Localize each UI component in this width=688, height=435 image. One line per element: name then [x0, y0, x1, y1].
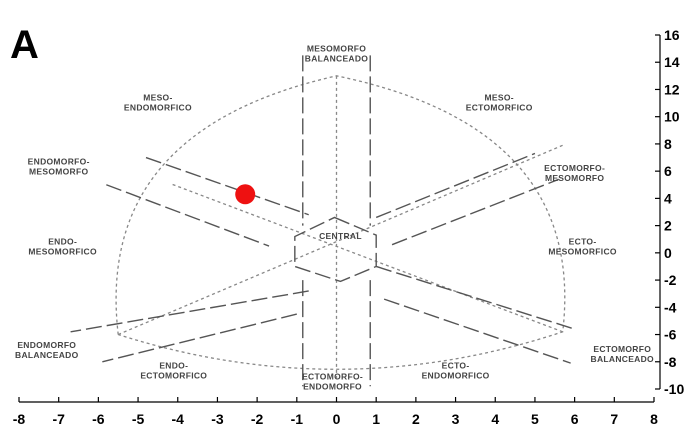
ecto-band-upper-1 — [375, 152, 536, 219]
somatochart-frame — [70, 55, 575, 387]
region-label-ecto-mesomorfico-2: MESOMORFICO — [548, 247, 617, 257]
endo-band-upper-1 — [145, 156, 309, 216]
y-tick-label-8: 6 — [664, 163, 672, 179]
region-labels: MESOMORFOBALANCEADOMESO-ENDOMORFICOMESO-… — [15, 43, 654, 391]
region-label-endomorfo-mesomorfo-2: MESOMORFO — [29, 166, 88, 176]
y-tick-label-5: 0 — [664, 245, 672, 261]
x-tick-label-7: -1 — [291, 411, 304, 427]
x-tick-label-16: 8 — [650, 411, 658, 427]
outer-boundary — [115, 75, 566, 370]
region-label-ectomorfo-balanceado-1: ECTOMORFO — [593, 344, 651, 354]
region-label-endo-mesomorfico-2: MESOMORFICO — [28, 247, 97, 257]
x-tick-label-6: -2 — [251, 411, 264, 427]
region-label-meso-ectomorfico-2: ECTOMORFICO — [466, 102, 533, 112]
data-point-1 — [235, 184, 256, 205]
x-tick-label-0: -8 — [13, 411, 26, 427]
region-label-mesomorfo-balanceado-1: MESOMORFO — [307, 43, 366, 53]
y-tick-label-13: 16 — [664, 27, 680, 43]
y-tick-label-2: -6 — [664, 327, 677, 343]
y-tick-label-3: -4 — [664, 299, 677, 315]
x-tick-label-14: 6 — [571, 411, 579, 427]
axes: -8 -7 -6 -5 -4 -3 -2 -1 0 1 2 3 4 5 6 7 8-10-8-6-4-20246… — [13, 27, 685, 427]
region-label-ectomorfo-mesomorfo-1: ECTOMORFO- — [544, 163, 605, 173]
y-tick-label-7: 4 — [664, 190, 672, 206]
region-label-ecto-endomorfico-1: ECTO- — [442, 361, 470, 371]
region-label-ectomorfo-endomorfo-2: ENDOMORFO — [303, 381, 362, 391]
x-tick-label-5: -3 — [211, 411, 224, 427]
x-tick-label-11: 3 — [452, 411, 460, 427]
region-label-ectomorfo-mesomorfo-2: MESOMORFO — [545, 173, 604, 183]
y-tick-label-6: 2 — [664, 218, 672, 234]
x-tick-label-3: -5 — [132, 411, 145, 427]
region-label-ecto-endomorfico-2: ENDOMORFICO — [422, 371, 490, 381]
x-tick-label-13: 5 — [531, 411, 539, 427]
x-tick-label-8: 0 — [333, 411, 341, 427]
x-tick-label-9: 1 — [372, 411, 380, 427]
endo-band-lower-2 — [102, 313, 297, 363]
y-tick-label-12: 14 — [664, 54, 680, 70]
central-hexagon — [294, 216, 377, 283]
region-label-ectomorfo-balanceado-2: BALANCEADO — [591, 354, 655, 364]
x-tick-label-10: 2 — [412, 411, 420, 427]
y-tick-label-4: -2 — [664, 272, 677, 288]
region-label-ecto-mesomorfico-1: ECTO- — [569, 237, 597, 247]
y-tick-label-0: -10 — [664, 381, 684, 397]
region-label-mesomorfo-balanceado-2: BALANCEADO — [305, 53, 369, 63]
data-points — [235, 184, 256, 205]
region-label-endo-ectomorfico-2: ECTOMORFICO — [140, 371, 207, 381]
y-tick-label-9: 8 — [664, 136, 672, 152]
ecto-band-lower-1 — [375, 265, 575, 330]
region-label-endo-ectomorfico-1: ENDO- — [159, 361, 188, 371]
region-label-meso-endomorfico-2: ENDOMORFICO — [124, 102, 192, 112]
x-tick-label-1: -7 — [52, 411, 65, 427]
region-label-central-1: CENTRAL — [319, 231, 362, 241]
panel-letter: A — [10, 23, 39, 67]
region-label-endomorfo-balanceado-2: BALANCEADO — [15, 350, 79, 360]
region-label-endomorfo-mesomorfo-1: ENDOMORFO- — [28, 156, 90, 166]
region-label-meso-ectomorfico-1: MESO- — [485, 92, 514, 102]
endo-band-lower-1 — [70, 290, 309, 333]
region-label-meso-endomorfico-1: MESO- — [143, 92, 172, 102]
region-label-endomorfo-balanceado-1: ENDOMORFO — [17, 340, 76, 350]
ecto-band-upper-2 — [391, 178, 560, 246]
ectomorph-axis — [117, 144, 563, 336]
endo-band-upper-2 — [106, 184, 270, 247]
ecto-band-lower-2 — [383, 298, 571, 364]
endomorph-axis — [169, 182, 563, 333]
y-tick-label-10: 10 — [664, 109, 680, 125]
y-tick-label-11: 12 — [664, 81, 680, 97]
x-tick-label-4: -4 — [172, 411, 185, 427]
x-tick-label-12: 4 — [491, 411, 499, 427]
y-tick-label-1: -8 — [664, 354, 677, 370]
x-tick-label-2: -6 — [92, 411, 105, 427]
x-tick-label-15: 7 — [610, 411, 618, 427]
region-label-endo-mesomorfico-1: ENDO- — [48, 237, 77, 247]
region-label-ectomorfo-endomorfo-1: ECTOMORFO- — [302, 371, 363, 381]
